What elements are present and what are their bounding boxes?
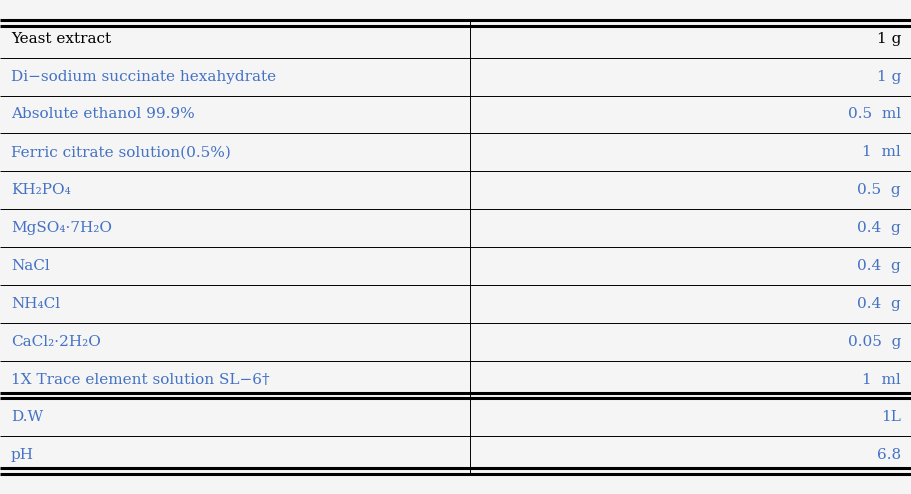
Text: Absolute ethanol 99.9%: Absolute ethanol 99.9% bbox=[11, 107, 194, 122]
Text: 1L: 1L bbox=[880, 411, 900, 424]
Text: 0.4  g: 0.4 g bbox=[856, 297, 900, 311]
Text: 1  ml: 1 ml bbox=[862, 372, 900, 387]
Text: NaCl: NaCl bbox=[11, 259, 49, 273]
Text: 1 g: 1 g bbox=[875, 32, 900, 46]
Text: 0.4  g: 0.4 g bbox=[856, 259, 900, 273]
Text: 0.5  ml: 0.5 ml bbox=[847, 107, 900, 122]
Text: 1X Trace element solution SL−6†: 1X Trace element solution SL−6† bbox=[11, 372, 270, 387]
Text: pH: pH bbox=[11, 448, 34, 462]
Text: 1 g: 1 g bbox=[875, 70, 900, 83]
Text: 6.8: 6.8 bbox=[876, 448, 900, 462]
Text: Yeast extract: Yeast extract bbox=[11, 32, 111, 46]
Text: 0.05  g: 0.05 g bbox=[846, 334, 900, 349]
Text: 0.5  g: 0.5 g bbox=[856, 183, 900, 197]
Text: 0.4  g: 0.4 g bbox=[856, 221, 900, 235]
Text: KH₂PO₄: KH₂PO₄ bbox=[11, 183, 71, 197]
Text: CaCl₂·2H₂O: CaCl₂·2H₂O bbox=[11, 334, 101, 349]
Text: 1  ml: 1 ml bbox=[862, 145, 900, 160]
Text: D.W: D.W bbox=[11, 411, 43, 424]
Text: MgSO₄·7H₂O: MgSO₄·7H₂O bbox=[11, 221, 112, 235]
Text: Di−sodium succinate hexahydrate: Di−sodium succinate hexahydrate bbox=[11, 70, 276, 83]
Text: Ferric citrate solution(0.5%): Ferric citrate solution(0.5%) bbox=[11, 145, 230, 160]
Text: NH₄Cl: NH₄Cl bbox=[11, 297, 60, 311]
